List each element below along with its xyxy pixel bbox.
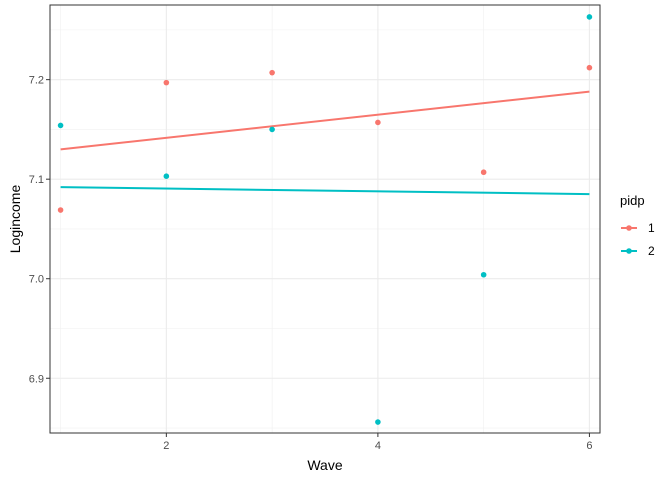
y-tick-label: 7.0 — [29, 274, 44, 286]
plot-panel-border — [49, 4, 601, 434]
y-tick-label: 7.2 — [29, 75, 44, 87]
plot-background — [50, 5, 600, 433]
x-axis-title: Wave — [307, 457, 342, 473]
data-point-series-2 — [375, 419, 381, 425]
y-axis-ticks: 6.9 7.0 7.1 7.2 — [29, 75, 50, 385]
data-point-series-1 — [480, 169, 487, 176]
legend-label: 2 — [648, 244, 655, 258]
major-gridlines — [50, 5, 600, 433]
legend-title: pidp — [620, 193, 645, 208]
data-point-series-1 — [586, 64, 593, 71]
data-point-series-2 — [57, 122, 64, 129]
y-tick-label: 6.9 — [29, 373, 44, 385]
y-tick-label: 7.1 — [29, 174, 44, 186]
data-point-series-1 — [163, 79, 170, 86]
x-tick-label: 6 — [586, 440, 592, 452]
fit-line-series-1 — [60, 90, 590, 151]
data-point-series-1 — [375, 119, 381, 126]
x-tick-label: 2 — [163, 440, 169, 452]
fit-lines — [60, 90, 590, 196]
legend-label: 1 — [648, 221, 655, 235]
data-point-series-1 — [57, 207, 64, 213]
data-point-series-2 — [269, 126, 275, 133]
data-point-series-1 — [269, 69, 275, 76]
data-points — [57, 14, 593, 425]
data-point-series-2 — [586, 14, 593, 20]
y-axis-title: Logincome — [7, 185, 23, 254]
data-point-series-2 — [163, 173, 170, 179]
x-axis-ticks: 2 4 6 — [163, 433, 592, 452]
legend: pidp 1 2 — [620, 193, 655, 258]
fit-line-series-2 — [60, 186, 590, 196]
minor-gridlines — [50, 5, 600, 433]
data-point-series-2 — [480, 271, 487, 278]
legend-key-point — [626, 248, 632, 254]
x-tick-label: 4 — [375, 440, 381, 452]
legend-key-point — [626, 225, 632, 231]
